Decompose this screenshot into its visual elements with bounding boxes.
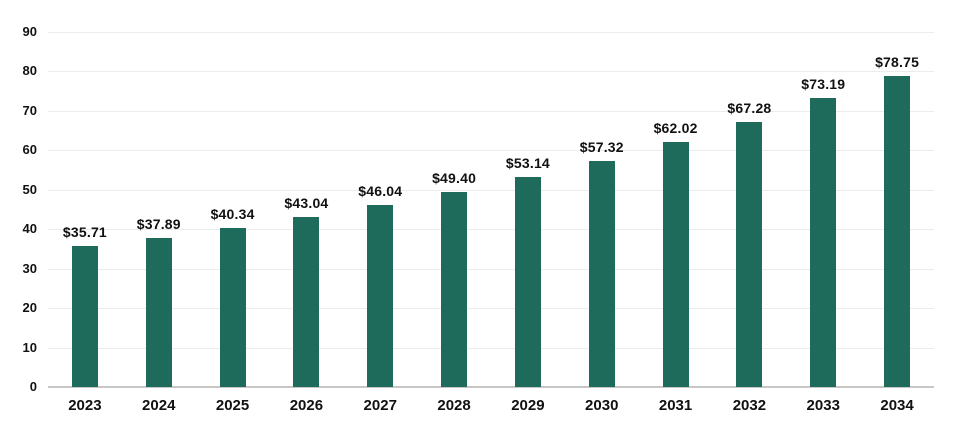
bar bbox=[588, 160, 615, 387]
x-axis-label: 2030 bbox=[585, 397, 619, 414]
gridline bbox=[48, 308, 934, 310]
x-axis-label: 2033 bbox=[806, 397, 840, 414]
y-axis-tick-label: 10 bbox=[22, 339, 37, 355]
gridline bbox=[48, 189, 934, 191]
gridline bbox=[48, 110, 934, 112]
y-axis-tick-label: 0 bbox=[29, 379, 37, 394]
x-axis-label: 2028 bbox=[437, 397, 471, 414]
y-axis-tick-label: 50 bbox=[22, 181, 37, 197]
bar-value-label: $37.89 bbox=[136, 215, 181, 232]
bar bbox=[662, 142, 689, 387]
bar-value-label: $57.32 bbox=[579, 138, 624, 155]
x-axis-line bbox=[48, 386, 934, 388]
bar-value-label: $46.04 bbox=[358, 183, 403, 200]
bar bbox=[71, 246, 98, 387]
bar-value-label: $35.71 bbox=[62, 224, 107, 241]
bar-value-label: $62.02 bbox=[653, 120, 698, 137]
y-axis-tick-label: 20 bbox=[22, 300, 37, 316]
bar-value-label: $73.19 bbox=[801, 76, 846, 93]
y-axis-tick-label: 80 bbox=[22, 63, 37, 79]
bar-value-label: $40.34 bbox=[210, 205, 255, 222]
bar-value-label: $67.28 bbox=[727, 99, 772, 116]
x-axis-label: 2024 bbox=[142, 397, 176, 414]
bar bbox=[514, 177, 541, 387]
gridline bbox=[48, 150, 934, 152]
bar bbox=[736, 121, 763, 387]
bar-value-label: $78.75 bbox=[875, 54, 920, 71]
bar bbox=[810, 98, 837, 387]
y-axis-tick-label: 30 bbox=[22, 260, 37, 276]
bar-value-label: $43.04 bbox=[284, 195, 329, 212]
y-axis-tick-label: 40 bbox=[22, 221, 37, 237]
bar bbox=[441, 192, 468, 387]
x-axis-label: 2027 bbox=[363, 397, 397, 414]
bar bbox=[145, 237, 172, 387]
y-axis-tick-label: 60 bbox=[22, 142, 37, 158]
bar bbox=[219, 227, 246, 387]
gridline bbox=[48, 32, 934, 33]
gridline bbox=[48, 347, 934, 349]
bar bbox=[367, 205, 394, 387]
gridline bbox=[48, 229, 934, 231]
x-axis-label: 2031 bbox=[658, 397, 693, 414]
y-axis-tick-label: 90 bbox=[22, 24, 37, 39]
bar bbox=[884, 76, 911, 387]
gridline bbox=[48, 71, 934, 73]
x-axis-label: 2025 bbox=[215, 397, 250, 414]
y-axis-tick-label: 70 bbox=[22, 102, 37, 118]
x-axis-label: 2029 bbox=[511, 397, 545, 414]
bar bbox=[293, 217, 320, 387]
x-axis-label: 2023 bbox=[68, 397, 102, 414]
x-axis-label: 2034 bbox=[880, 397, 914, 414]
x-axis-label: 2026 bbox=[289, 397, 324, 414]
x-axis-label: 2032 bbox=[732, 397, 767, 414]
bar-value-label: $49.40 bbox=[432, 170, 477, 187]
bar-value-label: $53.14 bbox=[505, 155, 550, 172]
gridline bbox=[48, 268, 934, 270]
